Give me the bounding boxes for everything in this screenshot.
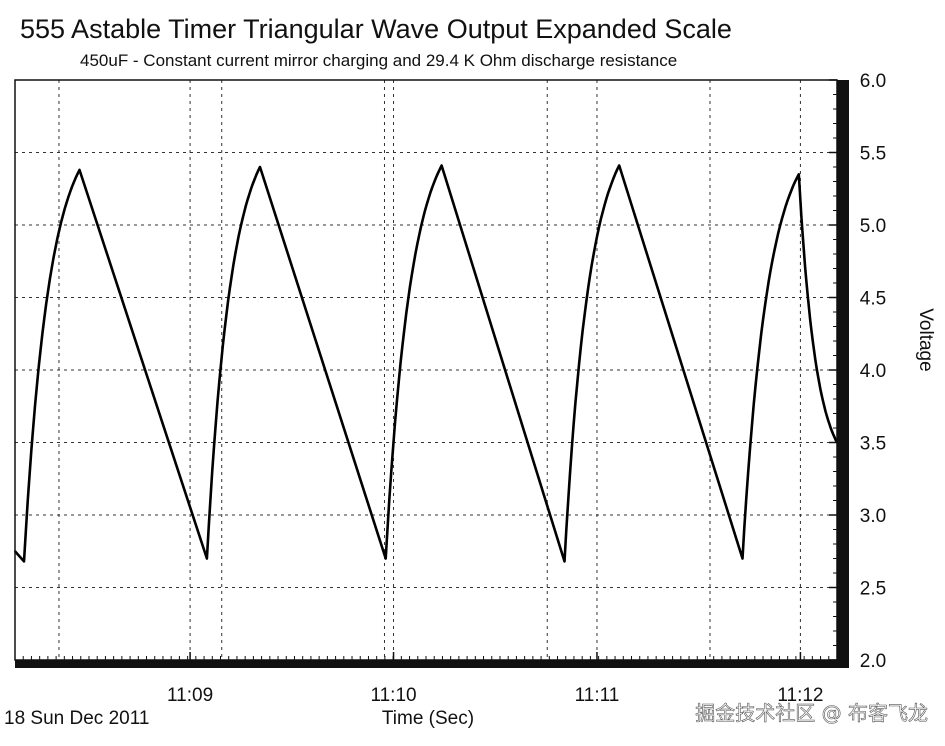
ticks-layer: 2.0 2.5 3.0 3.5 4.0 4.5 5.0 5.5 6.0 11:09 11:10 11:… (14, 71, 886, 706)
plot-area (15, 80, 837, 660)
chart-subtitle: 450uF - Constant current mirror charging… (80, 51, 677, 70)
y-tick-label: 4.0 (860, 361, 886, 382)
bottom-axis-shadow (15, 660, 849, 668)
right-axis-shadow (837, 80, 849, 668)
y-axis-label: Voltage (915, 308, 936, 371)
chart-title: 555 Astable Timer Triangular Wave Output… (20, 14, 732, 44)
voltage-data-point (23, 560, 26, 563)
x-tick-label: 11:11 (575, 685, 620, 706)
voltage-data-point (258, 166, 261, 168)
y-tick-label: 4.5 (860, 289, 886, 310)
y-tick-label: 2.5 (860, 579, 886, 600)
voltage-data-point (440, 164, 443, 167)
y-tick-label: 6.0 (860, 71, 886, 92)
y-tick-label: 5.5 (860, 144, 886, 165)
y-tick-label: 3.0 (860, 506, 886, 527)
x-tick-label: 11:12 (777, 685, 823, 706)
y-tick-label: 2.0 (860, 651, 886, 672)
voltage-data-point (384, 557, 387, 560)
voltage-data-point (563, 560, 566, 563)
x-tick-label: 11:09 (167, 685, 213, 706)
voltage-data-point (78, 168, 81, 171)
watermark: 掘金技术社区 @ 布客飞龙 (695, 701, 928, 725)
date-label: 18 Sun Dec 2011 (4, 708, 149, 729)
voltage-data-point (797, 173, 800, 176)
voltage-data-point (205, 557, 208, 560)
x-tick-label: 11:10 (370, 685, 416, 706)
x-axis-label: Time (Sec) (382, 708, 474, 729)
y-tick-label: 5.0 (860, 216, 886, 237)
series-layer (14, 164, 839, 563)
voltage-data-point (618, 164, 621, 167)
voltage-data-point (741, 557, 744, 560)
y-tick-label: 3.5 (860, 434, 886, 455)
